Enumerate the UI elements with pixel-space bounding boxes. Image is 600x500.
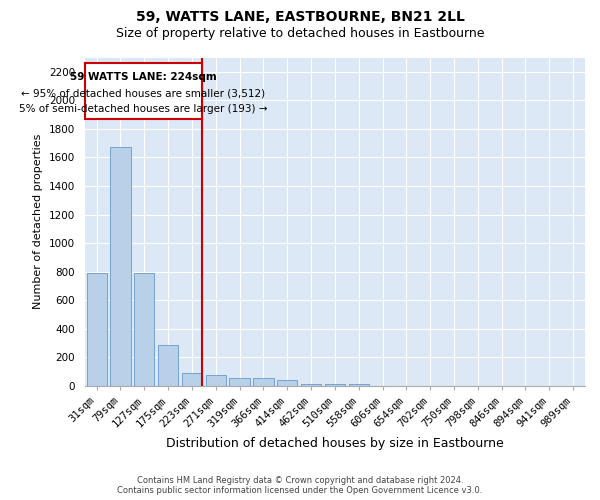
Bar — [349, 384, 369, 386]
Bar — [182, 373, 202, 386]
X-axis label: Distribution of detached houses by size in Eastbourne: Distribution of detached houses by size … — [166, 437, 504, 450]
Bar — [301, 384, 321, 386]
Text: 59 WATTS LANE: 224sqm: 59 WATTS LANE: 224sqm — [70, 72, 217, 82]
Bar — [253, 378, 274, 386]
Bar — [277, 380, 298, 386]
Text: 59, WATTS LANE, EASTBOURNE, BN21 2LL: 59, WATTS LANE, EASTBOURNE, BN21 2LL — [136, 10, 464, 24]
Bar — [229, 378, 250, 386]
Bar — [325, 384, 345, 386]
Bar — [110, 148, 131, 386]
Text: ← 95% of detached houses are smaller (3,512): ← 95% of detached houses are smaller (3,… — [22, 89, 265, 99]
Bar — [86, 273, 107, 386]
Bar — [134, 273, 154, 386]
Bar — [206, 374, 226, 386]
FancyBboxPatch shape — [85, 63, 202, 119]
Text: Size of property relative to detached houses in Eastbourne: Size of property relative to detached ho… — [116, 28, 484, 40]
Text: Contains HM Land Registry data © Crown copyright and database right 2024.
Contai: Contains HM Land Registry data © Crown c… — [118, 476, 482, 495]
Text: 5% of semi-detached houses are larger (193) →: 5% of semi-detached houses are larger (1… — [19, 104, 268, 114]
Y-axis label: Number of detached properties: Number of detached properties — [33, 134, 43, 310]
Bar — [158, 344, 178, 386]
